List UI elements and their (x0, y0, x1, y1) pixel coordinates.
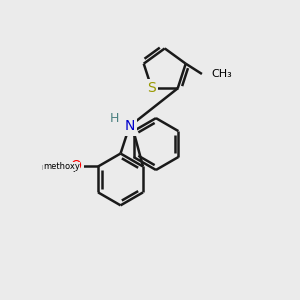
Text: S: S (147, 81, 156, 95)
Text: CH₃: CH₃ (211, 69, 232, 79)
Text: methoxy: methoxy (41, 164, 78, 172)
Text: N: N (124, 119, 135, 134)
Text: O: O (70, 160, 82, 173)
Text: methoxy: methoxy (43, 162, 80, 171)
Text: H: H (110, 112, 119, 125)
